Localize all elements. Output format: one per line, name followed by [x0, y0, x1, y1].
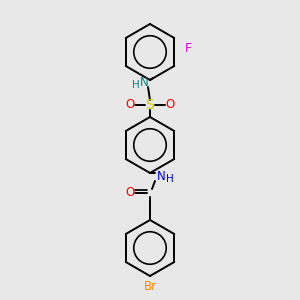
- Text: Br: Br: [143, 280, 157, 292]
- Text: O: O: [125, 187, 135, 200]
- Text: O: O: [165, 98, 175, 112]
- Text: S: S: [146, 98, 154, 112]
- Text: N: N: [140, 76, 148, 88]
- Text: O: O: [125, 98, 135, 112]
- Text: H: H: [132, 80, 140, 90]
- Text: H: H: [166, 174, 174, 184]
- Text: N: N: [157, 170, 165, 184]
- Text: F: F: [185, 43, 191, 56]
